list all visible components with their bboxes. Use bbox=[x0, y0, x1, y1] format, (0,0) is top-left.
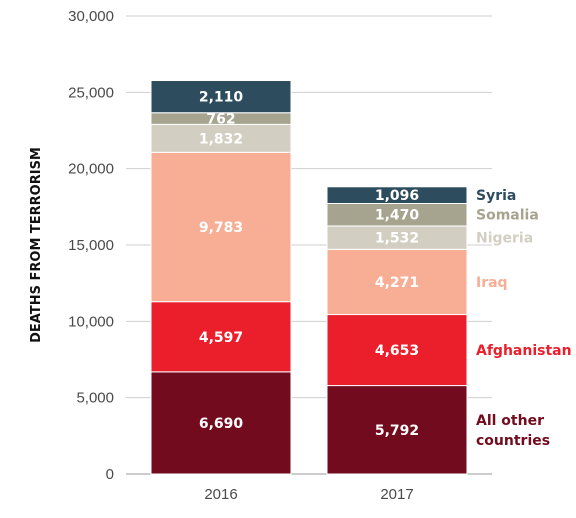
bar-segment bbox=[326, 385, 468, 475]
y-tick-label: 10,000 bbox=[68, 313, 114, 330]
data-label: 4,271 bbox=[375, 275, 419, 291]
legend-entry: Iraq bbox=[476, 275, 508, 291]
data-label: 1,096 bbox=[375, 188, 419, 204]
bar-segment bbox=[150, 123, 292, 153]
bar-segment bbox=[150, 301, 292, 373]
legend: All other countries Afghanistan Iraq Nigeria… bbox=[476, 188, 572, 449]
data-label: 762 bbox=[206, 112, 235, 128]
data-label: 1,532 bbox=[375, 231, 419, 247]
x-axis-ticks: 2016 2017 bbox=[204, 486, 413, 503]
y-tick-label: 5,000 bbox=[76, 390, 114, 407]
legend-entry: Somalia bbox=[476, 208, 539, 224]
y-tick-label: 15,000 bbox=[68, 237, 114, 254]
y-tick-label: 20,000 bbox=[68, 161, 114, 178]
y-axis-label: DEATHS FROM TERRORISM bbox=[29, 147, 44, 343]
data-label: 5,792 bbox=[375, 423, 419, 439]
legend-entry: Nigeria bbox=[476, 231, 533, 247]
bar-segment bbox=[326, 314, 468, 387]
bars bbox=[150, 80, 468, 475]
data-label: 4,597 bbox=[199, 330, 243, 346]
bar-segment bbox=[326, 186, 468, 205]
x-tick-label: 2017 bbox=[380, 486, 413, 503]
legend-entry: All other countries bbox=[476, 413, 550, 449]
bar-segment bbox=[150, 371, 292, 475]
legend-entry: Afghanistan bbox=[476, 343, 572, 359]
data-label: 6,690 bbox=[199, 416, 244, 432]
data-label: 4,653 bbox=[375, 343, 419, 359]
bar-segment bbox=[150, 151, 292, 303]
bar-segment bbox=[326, 248, 468, 316]
data-label: 9,783 bbox=[199, 220, 243, 236]
data-label: 1,832 bbox=[199, 131, 243, 147]
y-tick-label: 25,000 bbox=[68, 84, 114, 101]
data-label: 1,470 bbox=[375, 208, 420, 224]
x-tick-label: 2016 bbox=[204, 486, 237, 503]
bar-segment bbox=[150, 80, 292, 114]
y-axis-ticks: 0 5,000 10,000 15,000 20,000 25,000 30,000 bbox=[68, 8, 114, 483]
legend-entry: Syria bbox=[476, 188, 516, 204]
y-tick-label: 30,000 bbox=[68, 8, 114, 25]
data-label: 2,110 bbox=[199, 90, 244, 106]
segment-labels: 6,690 4,597 9,783 1,832 762 2,110 5,792 4,653 4,… bbox=[199, 90, 420, 439]
y-tick-label: 0 bbox=[106, 466, 114, 483]
